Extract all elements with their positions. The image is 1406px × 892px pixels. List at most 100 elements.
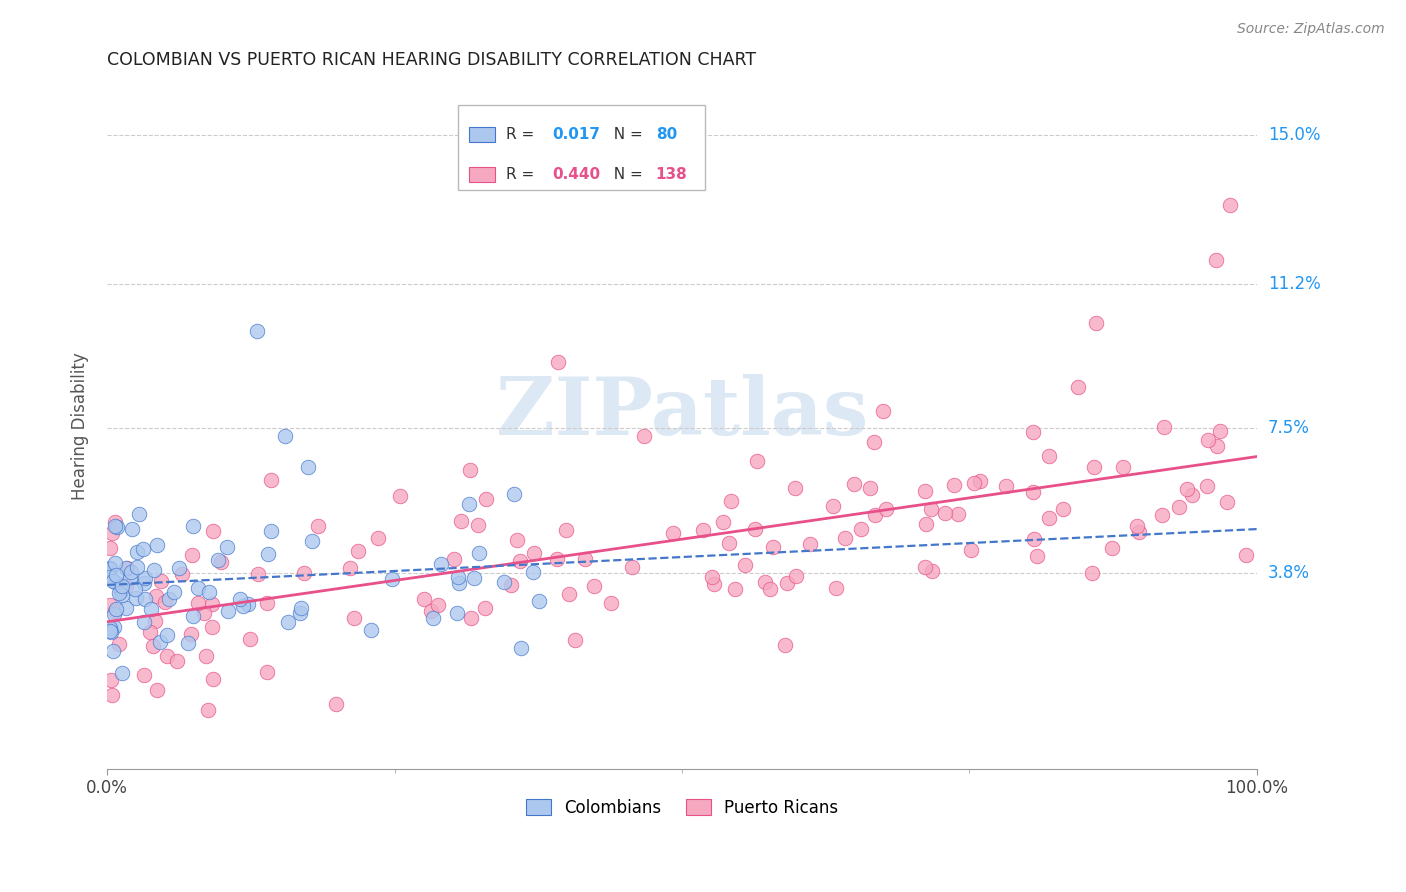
Point [1052,502,1074,516]
Point [274,429,297,443]
Point [142,639,165,653]
Point [194,649,217,664]
Point [238,597,260,611]
Point [1152,508,1174,522]
Point [343,611,366,625]
Point [134,592,156,607]
Point [134,576,156,591]
Point [503,487,526,501]
Point [1195,479,1218,493]
Point [120,565,142,579]
Point [1216,494,1239,508]
Point [914,483,936,498]
Point [494,574,516,589]
Point [114,561,136,575]
Point [143,614,166,628]
FancyBboxPatch shape [458,104,704,190]
Point [849,522,872,536]
Point [959,542,981,557]
Point [187,596,209,610]
Point [150,574,173,588]
Point [104,575,127,590]
Point [574,552,596,566]
Point [942,478,965,492]
Point [181,548,204,562]
Point [339,561,361,575]
Point [145,589,167,603]
Point [146,539,169,553]
Point [920,502,942,516]
Point [717,536,740,550]
Point [1206,439,1229,453]
Point [1175,482,1198,496]
Point [506,533,529,548]
Point [834,531,856,545]
Point [121,522,143,536]
Point [367,531,389,545]
Point [692,524,714,538]
Point [110,584,132,599]
Point [1101,541,1123,555]
Point [256,596,278,610]
Point [98,621,121,635]
Point [744,522,766,536]
Point [101,574,124,588]
Point [447,576,470,591]
Point [111,579,134,593]
Point [149,635,172,649]
Point [1205,253,1227,268]
Text: 0.440: 0.440 [553,168,600,182]
Point [347,544,370,558]
Point [209,555,232,569]
Point [527,593,550,607]
Point [103,644,125,658]
Point [783,481,806,495]
Point [474,601,496,615]
Point [110,582,132,596]
Point [103,607,125,621]
Point [914,560,936,574]
Point [104,518,127,533]
Point [100,625,122,640]
Point [994,479,1017,493]
Point [229,591,252,606]
Point [1022,484,1045,499]
Point [108,637,131,651]
Point [842,477,865,491]
Point [103,620,125,634]
Point [170,567,193,582]
Point [197,703,219,717]
Point [969,474,991,488]
Point [1181,488,1204,502]
Point [510,641,533,656]
Text: 3.8%: 3.8% [1268,564,1310,582]
Point [754,575,776,590]
Point [125,559,148,574]
Point [509,554,531,568]
Y-axis label: Hearing Disability: Hearing Disability [72,352,89,500]
Point [111,588,134,602]
Point [430,557,453,571]
Point [420,604,443,618]
Point [132,667,155,681]
Point [776,575,799,590]
Point [177,636,200,650]
Point [446,606,468,620]
Point [98,598,121,612]
Point [1125,518,1147,533]
Point [1022,425,1045,439]
Point [734,558,756,572]
Point [583,579,606,593]
Point [475,492,498,507]
Point [207,553,229,567]
Point [325,697,347,711]
FancyBboxPatch shape [470,168,495,182]
Point [127,545,149,559]
Point [246,566,269,581]
Point [1022,532,1045,546]
Point [360,623,382,637]
Point [447,570,470,584]
Point [1085,316,1108,330]
Point [963,476,986,491]
Point [934,506,956,520]
